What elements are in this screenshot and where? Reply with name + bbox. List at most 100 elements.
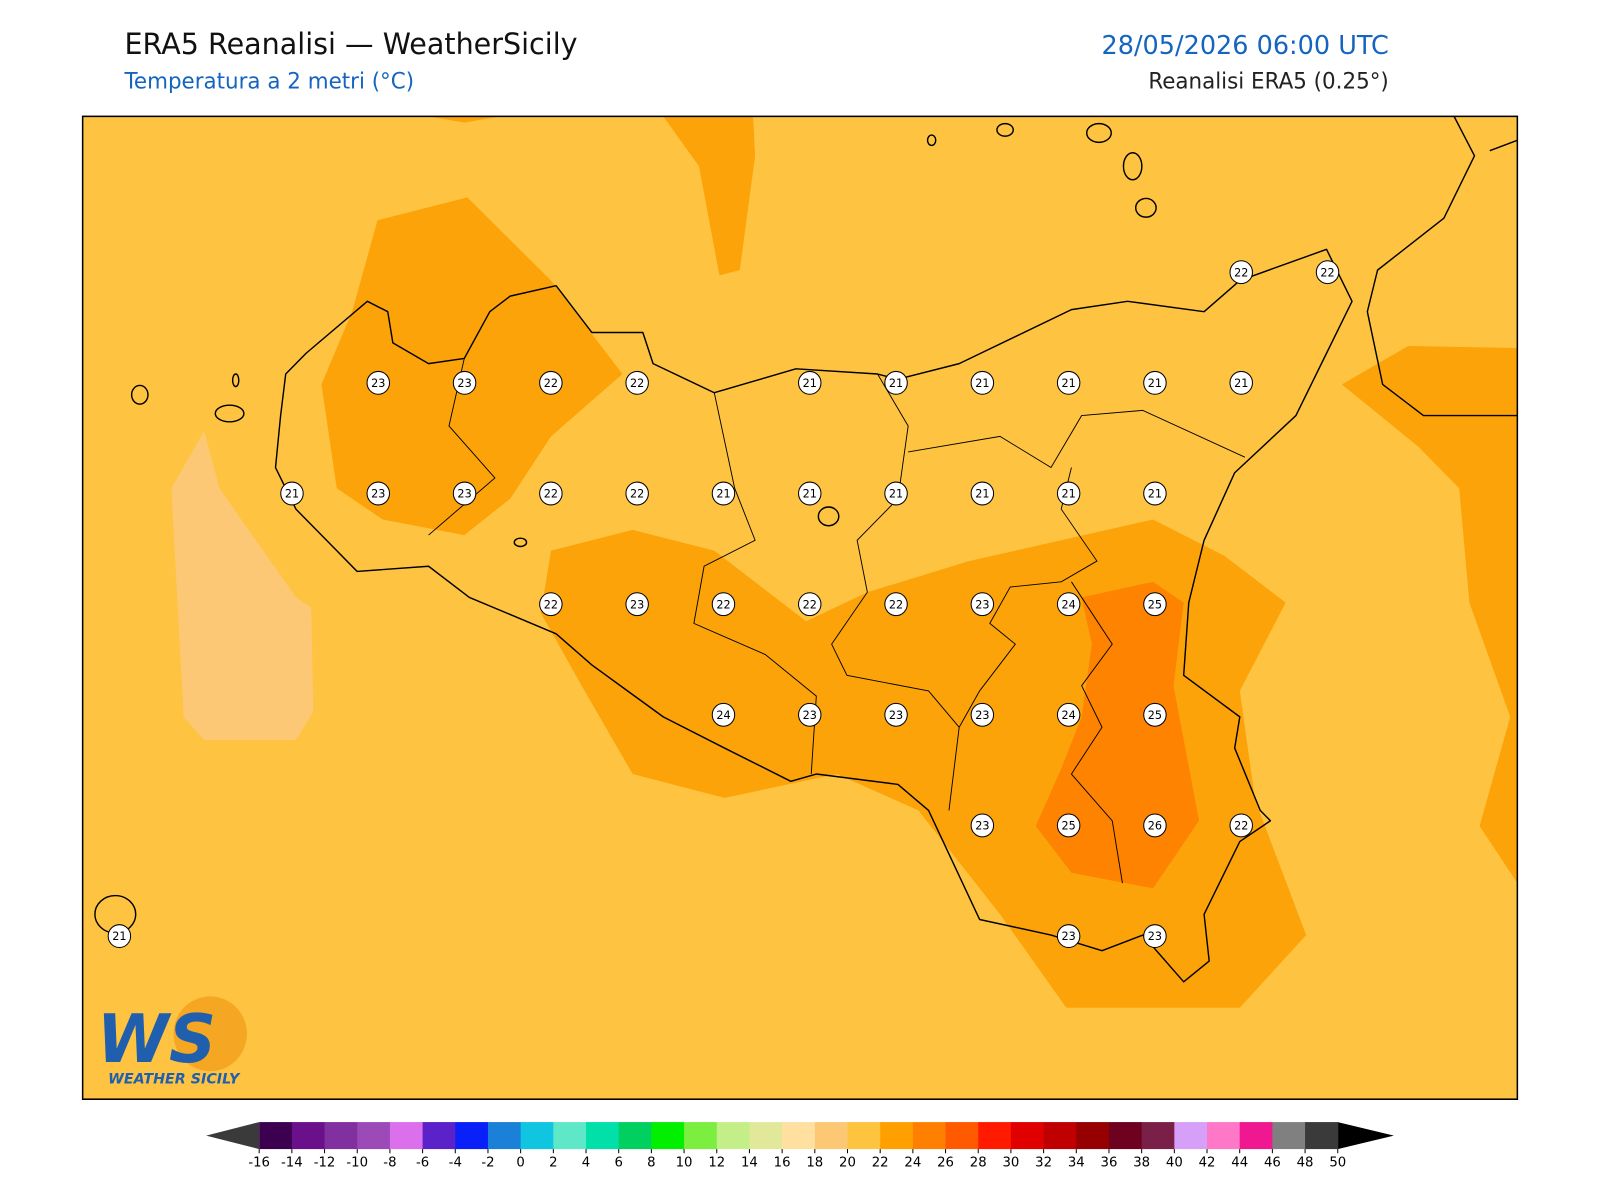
station-value: 22 xyxy=(1320,265,1334,279)
station-value: 23 xyxy=(1148,929,1162,943)
station-value: 22 xyxy=(1234,265,1248,279)
station-value: 23 xyxy=(457,487,471,501)
station-value: 23 xyxy=(457,376,471,390)
map-panel: 22 22 23 23 22 22 21 21 21 21 21 21 21 23 23 22 22 21 21 21… xyxy=(81,115,1519,1100)
station: 21 xyxy=(1229,370,1253,395)
colorbar-segment xyxy=(586,1122,620,1150)
station-value: 23 xyxy=(630,597,644,611)
station: 22 xyxy=(1315,260,1340,285)
station: 24 xyxy=(1056,592,1081,617)
station-value: 21 xyxy=(1062,487,1076,501)
station-marker xyxy=(1315,260,1340,285)
station-labels: 22 22 23 23 22 22 21 21 21 21 21 21 21 23 23 22 22 21 21 21… xyxy=(107,260,1340,949)
colorbar-segment xyxy=(291,1122,326,1150)
station: 22 xyxy=(884,592,908,617)
station-value: 21 xyxy=(112,929,126,943)
colorbar-tick-label: 24 xyxy=(904,1156,921,1171)
colorbar-segment xyxy=(1043,1122,1077,1150)
colorbar-tick-label: 16 xyxy=(774,1156,791,1171)
station-value: 22 xyxy=(889,597,903,611)
colorbar-tick-label: 36 xyxy=(1101,1156,1118,1171)
station-marker xyxy=(1143,481,1167,506)
colorbar-tick-label: 8 xyxy=(647,1156,655,1171)
colorbar-segment xyxy=(389,1122,424,1150)
station-marker xyxy=(366,370,391,395)
colorbar-segment xyxy=(880,1122,914,1150)
station-value: 21 xyxy=(889,487,903,501)
colorbar-segment xyxy=(1174,1122,1208,1150)
station: 23 xyxy=(1143,924,1167,949)
field-area xyxy=(663,116,756,276)
station: 23 xyxy=(452,370,477,395)
colorbar: -16 -14 -12 -10 -8 -6 -4 -2 0 2 4 6 8 10 12 14 16 18 20 22 2… xyxy=(206,1122,1394,1171)
station-marker xyxy=(1143,370,1167,395)
colorbar-segment xyxy=(1010,1122,1045,1150)
logo: WS WEATHER SICILY xyxy=(97,996,247,1088)
colorbar-segment xyxy=(945,1122,979,1150)
station-value: 22 xyxy=(544,376,558,390)
colorbar-segment xyxy=(1207,1122,1241,1150)
station: 21 xyxy=(798,481,822,506)
station-value: 22 xyxy=(630,487,644,501)
station-marker xyxy=(884,370,908,395)
station-value: 21 xyxy=(889,376,903,390)
colorbar-segment xyxy=(259,1122,293,1150)
colorbar-tick-label: 50 xyxy=(1329,1156,1346,1171)
colorbar-tick-label: 28 xyxy=(970,1156,987,1171)
colorbar-tick-label: -2 xyxy=(481,1156,494,1171)
field-area xyxy=(428,116,500,123)
colorbar-segment xyxy=(357,1122,391,1150)
sicily-coastline xyxy=(274,248,1353,983)
colorbar-segment xyxy=(422,1122,456,1150)
subtitle: Temperatura a 2 metri (°C) xyxy=(123,69,414,94)
station: 21 xyxy=(711,481,736,506)
colorbar-tick-label: 40 xyxy=(1166,1156,1183,1171)
map-frame xyxy=(81,115,1519,1100)
station-marker xyxy=(1056,481,1081,506)
colorbar-tick-label: 34 xyxy=(1068,1156,1085,1171)
field-area xyxy=(321,197,623,536)
station: 23 xyxy=(452,481,477,506)
station-marker xyxy=(798,592,822,617)
station-marker xyxy=(711,481,736,506)
station: 21 xyxy=(970,370,995,395)
logo-initials: WS xyxy=(97,1000,216,1078)
colorbar-tick-label: -14 xyxy=(281,1156,303,1171)
station: 25 xyxy=(1143,702,1167,727)
station-marker xyxy=(1056,924,1081,949)
colorbar-tick-label: -10 xyxy=(346,1156,368,1171)
colorbar-segment xyxy=(455,1122,489,1150)
station-marker xyxy=(1056,702,1081,727)
calabria-coastline xyxy=(1366,116,1518,417)
station: 22 xyxy=(625,481,649,506)
station: 26 xyxy=(1143,813,1167,838)
station: 23 xyxy=(884,702,908,727)
station-marker xyxy=(366,481,391,506)
station-marker xyxy=(711,592,736,617)
colorbar-segment xyxy=(782,1122,816,1150)
colorbar-tick-label: 44 xyxy=(1231,1156,1248,1171)
colorbar-segment xyxy=(1272,1122,1306,1150)
station: 22 xyxy=(1229,813,1253,838)
station: 22 xyxy=(625,370,649,395)
station-value: 21 xyxy=(803,487,817,501)
station: 21 xyxy=(1056,370,1081,395)
colorbar-tick-label: -6 xyxy=(416,1156,429,1171)
colorbar-segment xyxy=(487,1122,522,1150)
colorbar-tick-label: 12 xyxy=(708,1156,725,1171)
station-marker xyxy=(107,924,132,949)
station-marker xyxy=(798,702,822,727)
colorbar-segment xyxy=(912,1122,947,1150)
station-marker xyxy=(452,481,477,506)
station-value: 24 xyxy=(1062,597,1076,611)
station-value: 22 xyxy=(803,597,817,611)
station-value: 25 xyxy=(1148,597,1162,611)
source: Reanalisi ERA5 (0.25°) xyxy=(1148,69,1388,94)
station-value: 22 xyxy=(1234,819,1248,833)
station-marker xyxy=(625,370,649,395)
station: 23 xyxy=(366,370,391,395)
station-marker xyxy=(1056,592,1081,617)
colorbar-segment xyxy=(749,1122,783,1150)
station-value: 23 xyxy=(1062,929,1076,943)
